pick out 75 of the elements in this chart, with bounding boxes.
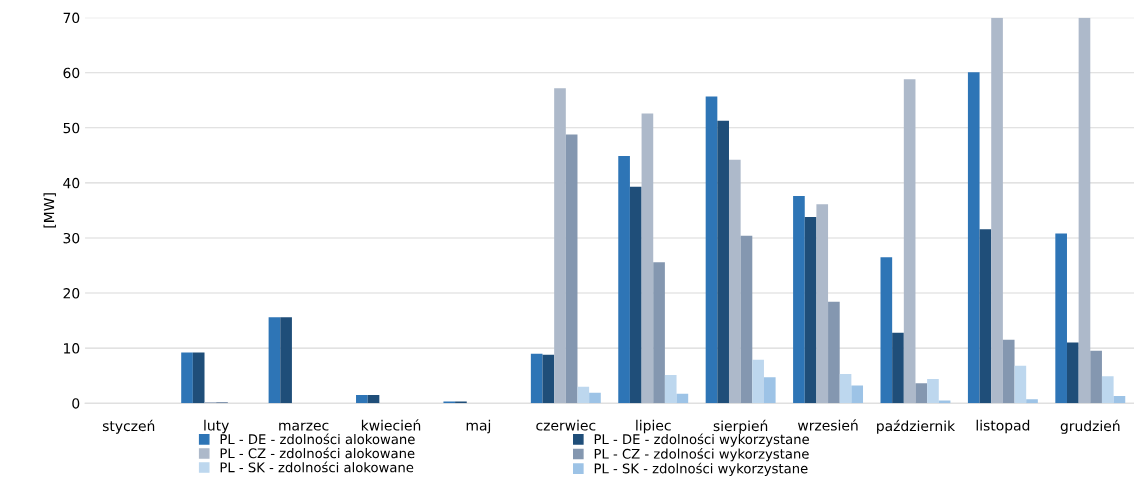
bar [268,317,281,404]
x-tick-label: kwiecień [361,419,421,431]
bar [530,353,543,404]
legend-label: PL - SK - zdolności alokowane [220,461,414,473]
bar [752,359,764,404]
bar [554,88,566,404]
bar [542,354,555,404]
bar [618,155,630,404]
bar [979,229,992,404]
bar [367,394,380,404]
bar [1090,350,1102,404]
bar [1078,17,1091,404]
x-tick-label: grudzień [1060,419,1120,434]
y-tick-label: 20 [63,288,80,299]
legend-label: PL - DE - zdolności alokowane [220,433,415,445]
bar [927,378,939,404]
bar [828,301,840,404]
bar [641,113,654,404]
y-tick-label: 0 [72,398,80,409]
bar [740,235,753,404]
bar [892,332,904,404]
x-tick-label: lipiec [636,419,671,434]
bar [192,352,205,404]
x-tick-label: maj [466,419,491,434]
bar [676,393,689,404]
bar [839,374,852,404]
x-tick-label: luty [204,419,229,434]
bar [1014,365,1027,404]
x-tick-label: sierpień [713,419,768,434]
bar [629,186,642,404]
bar [705,96,718,404]
x-tick-label: wrzesień [797,419,858,431]
y-axis-title: [MW] [43,193,56,228]
x-tick-label: styczeń [102,419,155,434]
legend-label: PL - CZ - zdolności wykorzystane [594,448,809,462]
y-tick-label: 30 [63,232,80,244]
bar [851,385,864,404]
bar [1002,339,1015,404]
legend-label: PL - DE - zdolności wykorzystane [594,433,809,447]
bar [991,17,1003,404]
bar [356,394,368,404]
bar [903,79,916,404]
legend-label: PL - SK - zdolności wykorzystane [594,462,808,476]
bar [717,120,729,404]
x-tick-label: październik [877,419,956,434]
bar [589,392,601,404]
y-tick-label: 10 [64,343,80,354]
bar [915,383,928,404]
bar [653,262,665,404]
y-tick-label: 70 [63,12,80,24]
bar [1101,376,1114,404]
x-tick-label: marzec [279,422,329,431]
bar [728,159,741,404]
bar [880,257,893,404]
y-tick-label: 40 [63,177,80,189]
x-tick-label: listopad [976,419,1030,434]
bar [1026,399,1038,404]
bar [1055,233,1067,404]
bar [763,377,776,404]
y-tick-label: 50 [63,122,80,134]
bar [804,217,817,404]
bar [816,204,829,404]
bar [181,352,193,404]
x-tick-label: czerwiec [536,419,596,431]
bar [664,375,677,404]
bar [577,386,590,404]
bar [1113,396,1126,404]
legend-label: PL - CZ - zdolności alokowane [220,447,415,459]
bar [565,134,578,404]
bar [967,72,980,404]
bar [1066,342,1079,404]
bar [938,400,951,404]
bar [793,196,805,404]
bar [280,317,292,404]
y-tick-label: 60 [63,67,80,79]
